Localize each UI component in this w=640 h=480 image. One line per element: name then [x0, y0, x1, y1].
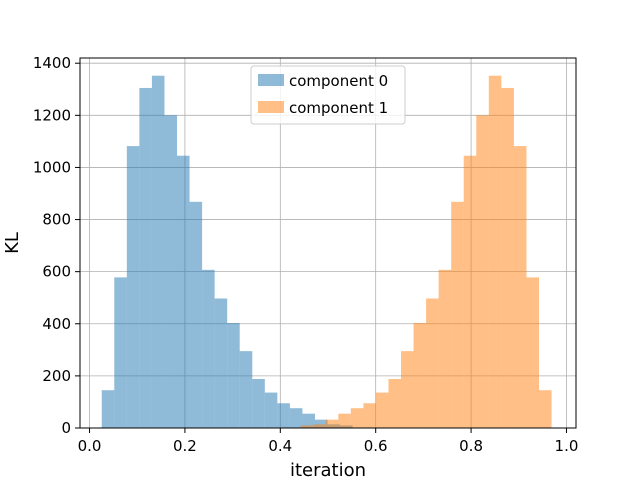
- histogram-bar-component-1: [313, 424, 326, 428]
- histogram-bar-component-0: [314, 419, 328, 428]
- histogram-bar-component-0: [164, 115, 178, 428]
- y-tick-label: 0: [61, 419, 71, 437]
- histogram-bar-component-0: [101, 390, 115, 428]
- legend: component 0 component 1: [250, 65, 406, 125]
- histogram-bar-component-1: [451, 201, 464, 428]
- x-axis-ticks: 0.0 0.2 0.4 0.6 0.8 1.0: [78, 428, 579, 455]
- y-axis-ticks: 0 200 400 600 800 1000 1200 1400: [33, 54, 80, 437]
- histogram-bar-component-0: [202, 269, 215, 428]
- histogram-bar-component-1: [526, 277, 539, 428]
- histogram-bar-component-1: [438, 269, 452, 428]
- histogram-bar-component-0: [214, 298, 228, 428]
- histogram-bar-component-0: [189, 201, 203, 428]
- y-tick-label: 200: [42, 367, 71, 385]
- histogram-bar-component-0: [114, 277, 127, 428]
- histogram-bars: [101, 75, 552, 429]
- histogram-bar-component-1: [401, 351, 414, 428]
- y-tick-label: 800: [42, 211, 71, 229]
- histogram-bar-component-0: [302, 413, 315, 428]
- x-tick-label: 0.8: [459, 437, 483, 455]
- legend-swatch-component-1: [258, 101, 284, 113]
- histogram-bar-component-1: [463, 155, 477, 428]
- histogram-bar-component-1: [413, 322, 427, 428]
- histogram-bar-component-1: [488, 75, 502, 428]
- y-tick-label: 1000: [33, 158, 71, 176]
- histogram-bar-component-1: [338, 413, 351, 428]
- y-tick-label: 1400: [33, 54, 71, 72]
- histogram-bar-component-1: [363, 403, 376, 428]
- histogram-bar-component-1: [375, 392, 389, 428]
- histogram-bar-component-1: [501, 87, 514, 429]
- histogram-bar-component-0: [239, 351, 253, 428]
- histogram-bar-component-0: [151, 75, 165, 428]
- histogram-bar-component-1: [325, 419, 339, 428]
- histogram-bar-component-1: [426, 298, 439, 428]
- x-tick-label: 0.0: [78, 437, 102, 455]
- plot-frame: [79, 57, 577, 429]
- histogram-bar-component-0: [264, 392, 278, 428]
- x-axis-label: iteration: [290, 460, 366, 480]
- legend-box: [250, 65, 406, 125]
- histogram-bar-component-1: [513, 146, 527, 428]
- histogram-bar-component-0: [289, 408, 303, 428]
- x-tick-label: 0.2: [173, 437, 197, 455]
- histogram-bar-component-0: [277, 403, 290, 428]
- histogram-bar-component-0: [126, 146, 140, 428]
- histogram-bar-component-0: [227, 322, 240, 428]
- y-tick-label: 600: [42, 263, 71, 281]
- histogram-bar-component-1: [388, 379, 402, 428]
- legend-label-component-1: component 1: [289, 99, 388, 117]
- histogram-bar-component-1: [300, 425, 314, 428]
- histogram-bar-component-1: [476, 115, 489, 428]
- histogram-bar-component-1: [538, 390, 552, 428]
- x-tick-label: 0.6: [364, 437, 388, 455]
- y-axis-label: KL: [2, 232, 23, 254]
- histogram-bar-component-1: [350, 408, 364, 428]
- histogram-bar-component-0: [177, 155, 190, 428]
- legend-label-component-0: component 0: [289, 72, 388, 90]
- y-tick-label: 1200: [33, 106, 71, 124]
- histogram-bar-component-0: [139, 87, 152, 429]
- x-tick-label: 1.0: [555, 437, 579, 455]
- y-tick-label: 400: [42, 315, 71, 333]
- x-tick-label: 0.4: [268, 437, 292, 455]
- histogram-bar-component-0: [252, 379, 265, 428]
- legend-swatch-component-0: [258, 74, 284, 86]
